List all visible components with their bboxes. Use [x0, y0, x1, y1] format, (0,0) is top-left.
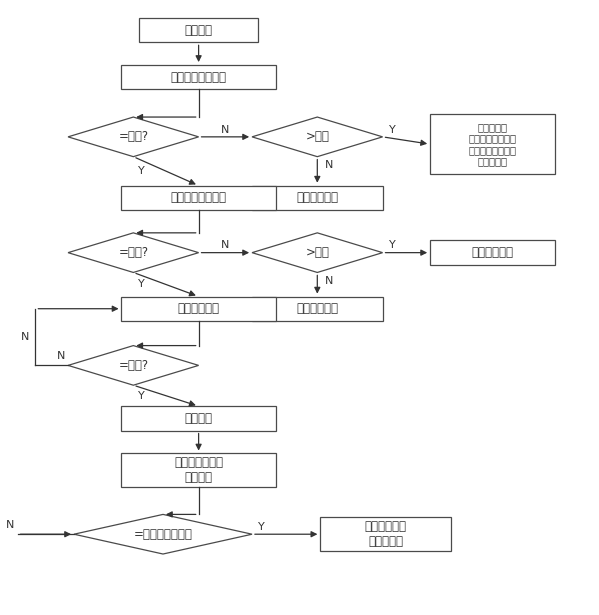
Text: 称量上、下腔
体水汽质量: 称量上、下腔 体水汽质量 — [365, 520, 407, 548]
Text: 开启加热装置: 开启加热装置 — [297, 191, 338, 204]
Bar — [252, 186, 383, 210]
Text: 上腔体停止
加热装置；下腔体
停止加热，并且开
启制冷装置: 上腔体停止 加热装置；下腔体 停止加热，并且开 启制冷装置 — [468, 122, 516, 167]
Text: >阈值: >阈值 — [305, 246, 329, 259]
Text: Y: Y — [258, 522, 265, 532]
Polygon shape — [252, 233, 383, 272]
Text: =阈值?: =阈值? — [118, 130, 149, 143]
Polygon shape — [68, 117, 199, 157]
Bar — [320, 517, 451, 551]
Text: =温度、湿度阈值: =温度、湿度阈值 — [134, 528, 192, 541]
Text: Y: Y — [138, 279, 145, 290]
Text: N: N — [57, 351, 65, 361]
Text: 开始注尿: 开始注尿 — [184, 412, 213, 425]
Text: Y: Y — [389, 125, 395, 135]
Text: =阈值?: =阈值? — [118, 359, 149, 372]
Bar — [122, 186, 276, 210]
Text: N: N — [325, 276, 333, 285]
Bar — [122, 296, 276, 321]
Polygon shape — [68, 346, 199, 385]
Text: 停止加湿装置: 停止加湿装置 — [471, 246, 513, 259]
Text: 读取湿度传感器值: 读取湿度传感器值 — [171, 191, 226, 204]
Text: 打开上、下腔体
四个风道: 打开上、下腔体 四个风道 — [174, 456, 223, 484]
Text: 注尿装置加热: 注尿装置加热 — [178, 302, 220, 315]
Text: N: N — [6, 520, 14, 530]
Bar — [252, 296, 383, 321]
Bar — [122, 65, 276, 89]
Text: N: N — [221, 240, 229, 250]
Text: N: N — [221, 125, 229, 135]
Text: >阈值: >阈值 — [305, 130, 329, 143]
Text: 读取温度传感器值: 读取温度传感器值 — [171, 71, 226, 84]
Bar — [122, 407, 276, 430]
Text: 开始检测: 开始检测 — [184, 24, 213, 37]
Polygon shape — [68, 233, 199, 272]
Bar — [140, 18, 258, 42]
Text: Y: Y — [138, 166, 145, 176]
Text: Y: Y — [389, 240, 395, 250]
Text: 开启加湿装置: 开启加湿装置 — [297, 302, 338, 315]
Polygon shape — [252, 117, 383, 157]
Text: N: N — [20, 332, 29, 342]
Bar — [430, 114, 555, 174]
Bar — [122, 453, 276, 487]
Polygon shape — [74, 514, 252, 554]
Text: =阈值?: =阈值? — [118, 246, 149, 259]
Text: Y: Y — [138, 391, 145, 401]
Bar — [430, 240, 555, 265]
Text: N: N — [325, 160, 333, 170]
